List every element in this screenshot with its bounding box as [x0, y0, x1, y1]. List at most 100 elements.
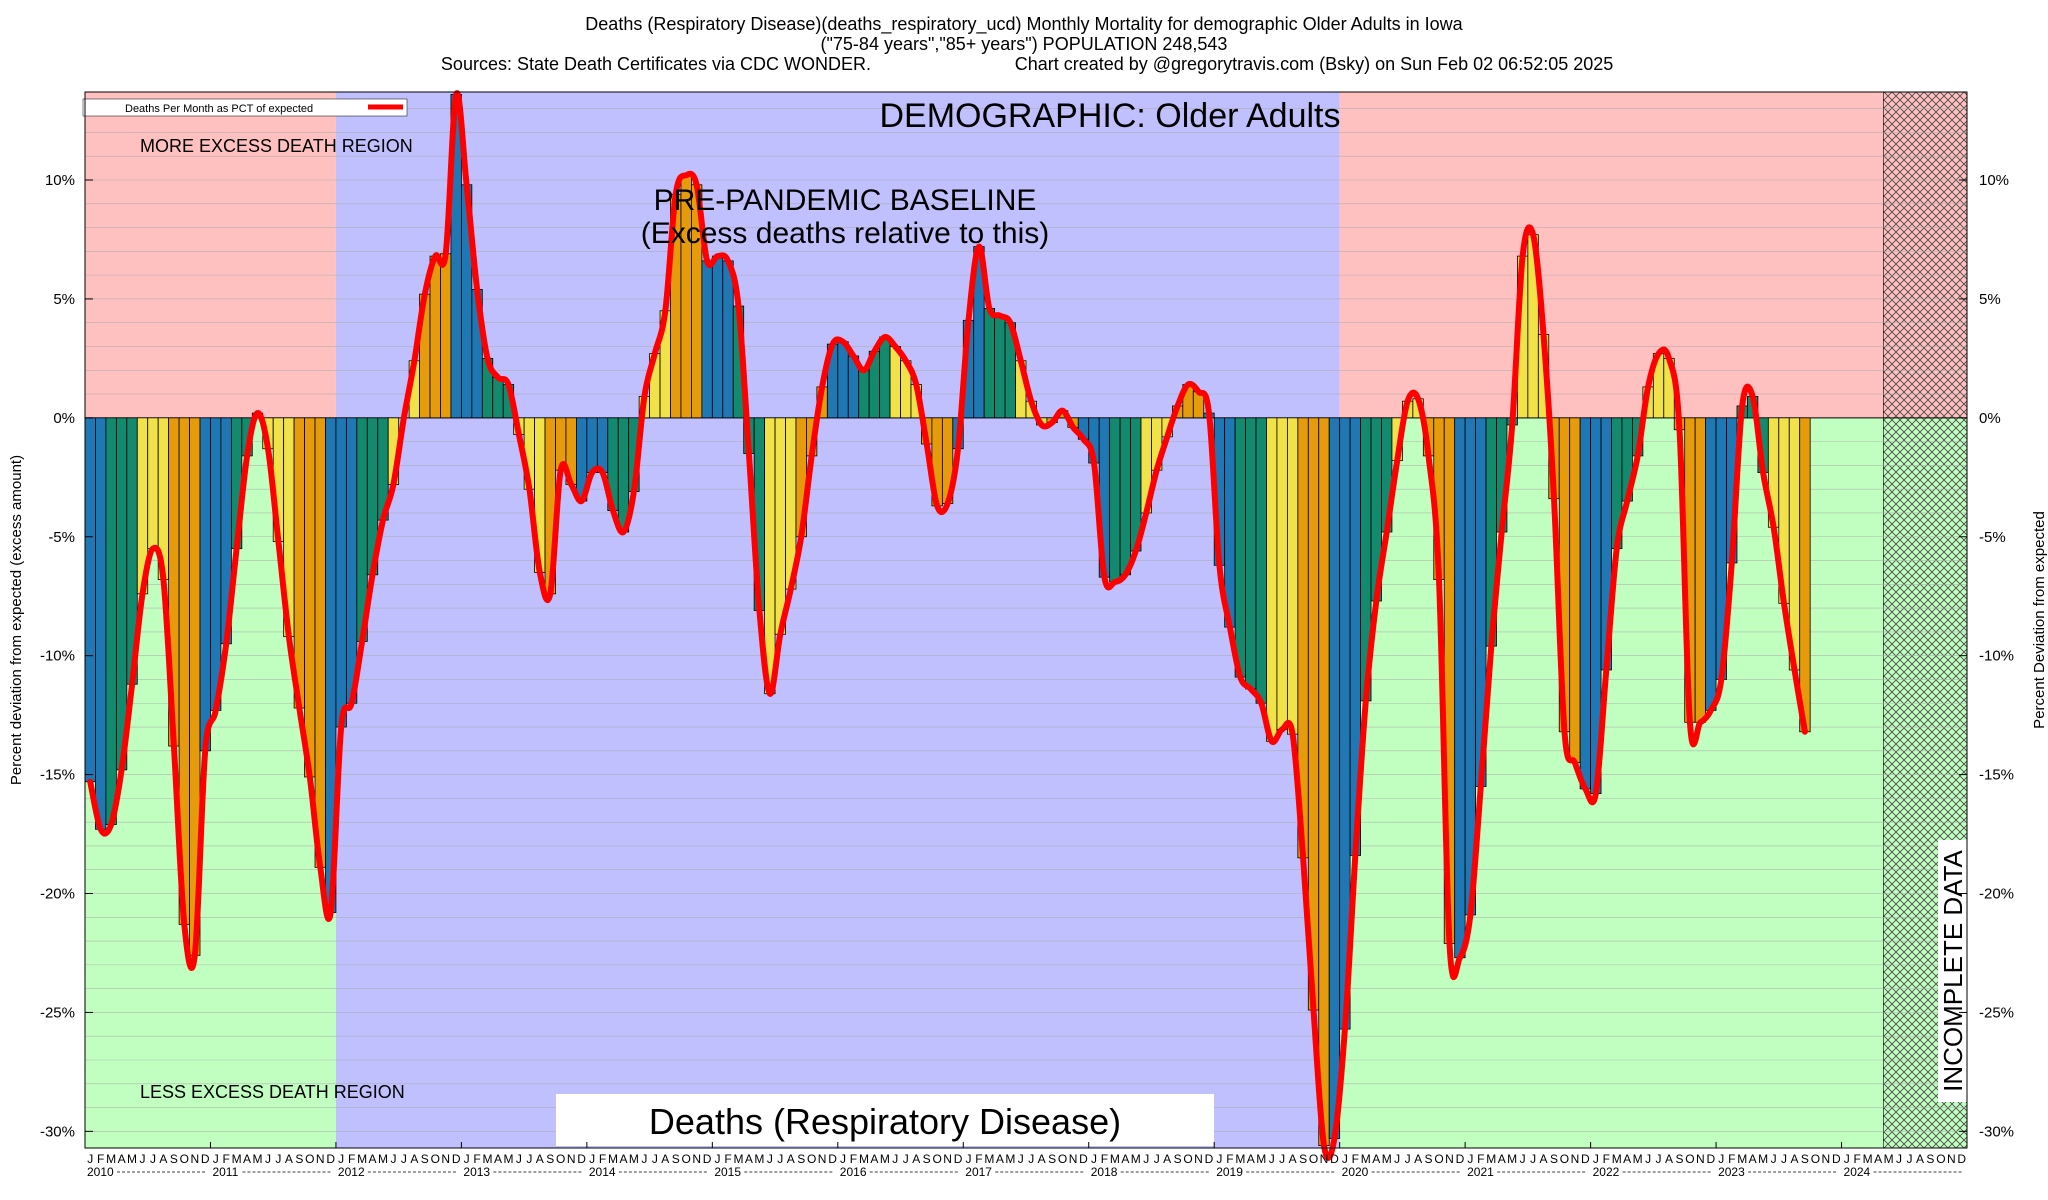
y-tick-label-right: -5%	[1979, 529, 2006, 546]
bar	[1318, 417, 1330, 1147]
x-tick-month: J	[1718, 1152, 1724, 1166]
bar	[1109, 417, 1121, 583]
x-tick-month: A	[1038, 1152, 1046, 1166]
x-tick-month: J	[1091, 1152, 1097, 1166]
x-year-label: 2018	[1091, 1165, 1118, 1179]
bar	[1694, 417, 1707, 723]
x-tick-month: J	[1896, 1152, 1902, 1166]
bar	[95, 417, 107, 830]
x-tick-month: M	[1361, 1152, 1371, 1166]
x-tick-month: J	[641, 1152, 647, 1166]
x-tick-month: J	[87, 1152, 93, 1166]
x-tick-month: S	[1550, 1152, 1558, 1166]
x-tick-month: N	[1069, 1152, 1078, 1166]
x-tick-month: A	[369, 1152, 377, 1166]
y-tick-label-left: -20%	[40, 886, 75, 903]
bar	[440, 253, 452, 419]
x-tick-month: F	[97, 1152, 104, 1166]
x-tick-month: S	[1174, 1152, 1182, 1166]
x-tick-month: S	[1926, 1152, 1934, 1166]
x-tick-month: J	[1844, 1152, 1850, 1166]
x-tick-month: M	[503, 1152, 513, 1166]
bar	[858, 369, 870, 419]
x-tick-month: S	[1801, 1152, 1809, 1166]
x-tick-month: M	[1884, 1152, 1894, 1166]
x-tick-month: M	[1758, 1152, 1768, 1166]
x-tick-month: A	[285, 1152, 293, 1166]
x-tick-month: D	[201, 1152, 210, 1166]
baseline-region	[335, 92, 1340, 1148]
x-tick-month: A	[494, 1152, 502, 1166]
bar	[1799, 417, 1811, 733]
legend: Deaths Per Month as PCT of expected	[82, 98, 408, 117]
trend-line	[87, 90, 1808, 1161]
x-tick-month: N	[441, 1152, 450, 1166]
plot-frame	[84, 91, 1968, 1149]
x-tick-month: A	[118, 1152, 126, 1166]
chart-title: Deaths (Respiratory Disease)(deaths_resp…	[585, 14, 1463, 35]
y-tick-label-left: -5%	[48, 529, 75, 546]
bar	[84, 417, 96, 783]
x-tick-month: A	[1498, 1152, 1506, 1166]
x-tick-month: J	[140, 1152, 146, 1166]
y-tick-label-left: 0%	[53, 410, 75, 427]
incomplete-label-box	[1938, 840, 1968, 1102]
x-tick-month: J	[464, 1152, 470, 1166]
baseline-sublabel: (Excess deaths relative to this)	[641, 217, 1050, 250]
x-tick-month: A	[870, 1152, 878, 1166]
x-year-label: 2020	[1342, 1165, 1369, 1179]
x-tick-month: J	[1405, 1152, 1411, 1166]
y-tick-label-right: -30%	[1979, 1123, 2014, 1140]
x-tick-month: M	[608, 1152, 618, 1166]
x-year-label: 2012	[338, 1165, 365, 1179]
x-tick-month: J	[213, 1152, 219, 1166]
x-tick-month: M	[629, 1152, 639, 1166]
x-tick-month: O	[180, 1152, 189, 1166]
x-tick-month: J	[840, 1152, 846, 1166]
x-tick-month: J	[777, 1152, 783, 1166]
x-tick-month: A	[1916, 1152, 1924, 1166]
x-tick-month: F	[1101, 1152, 1108, 1166]
x-year-label: 2013	[463, 1165, 490, 1179]
less-excess-label: LESS EXCESS DEATH REGION	[140, 1082, 405, 1102]
x-tick-month: F	[850, 1152, 857, 1166]
x-tick-month: M	[127, 1152, 137, 1166]
x-tick-month: S	[421, 1152, 429, 1166]
chart-credit: Chart created by @gregorytravis.com (Bsk…	[1015, 54, 1614, 74]
x-tick-month: J	[1906, 1152, 1912, 1166]
x-tick-month: J	[516, 1152, 522, 1166]
y-tick-label-right: 10%	[1979, 172, 2009, 189]
x-tick-month: J	[338, 1152, 344, 1166]
x-tick-month: M	[859, 1152, 869, 1166]
x-tick-month: O	[1560, 1152, 1569, 1166]
x-tick-month: D	[1330, 1152, 1339, 1166]
x-tick-month: S	[546, 1152, 554, 1166]
x-tick-month: M	[1005, 1152, 1015, 1166]
x-tick-month: D	[828, 1152, 837, 1166]
bar	[1454, 417, 1466, 959]
x-tick-month: A	[1121, 1152, 1129, 1166]
x-tick-month: A	[1749, 1152, 1757, 1166]
x-tick-month: M	[378, 1152, 388, 1166]
x-tick-month: J	[1467, 1152, 1473, 1166]
x-tick-month: O	[1183, 1152, 1192, 1166]
x-tick-month: F	[348, 1152, 355, 1166]
x-tick-month: O	[305, 1152, 314, 1166]
y-tick-label-left: -15%	[40, 767, 75, 784]
bar	[1569, 417, 1581, 764]
x-tick-month: O	[682, 1152, 691, 1166]
x-tick-month: A	[1372, 1152, 1380, 1166]
bar	[1255, 417, 1267, 704]
y-tick-label-left: -10%	[40, 648, 75, 665]
x-tick-month: O	[1936, 1152, 1945, 1166]
x-tick-month: D	[1079, 1152, 1088, 1166]
x-tick-month: O	[1811, 1152, 1820, 1166]
x-tick-month: S	[1425, 1152, 1433, 1166]
bar	[335, 417, 347, 728]
x-tick-month: N	[1571, 1152, 1580, 1166]
x-year-label: 2016	[840, 1165, 867, 1179]
x-tick-month: A	[745, 1152, 753, 1166]
bar	[1234, 417, 1246, 678]
x-tick-month: J	[1216, 1152, 1222, 1166]
x-tick-month: A	[410, 1152, 418, 1166]
